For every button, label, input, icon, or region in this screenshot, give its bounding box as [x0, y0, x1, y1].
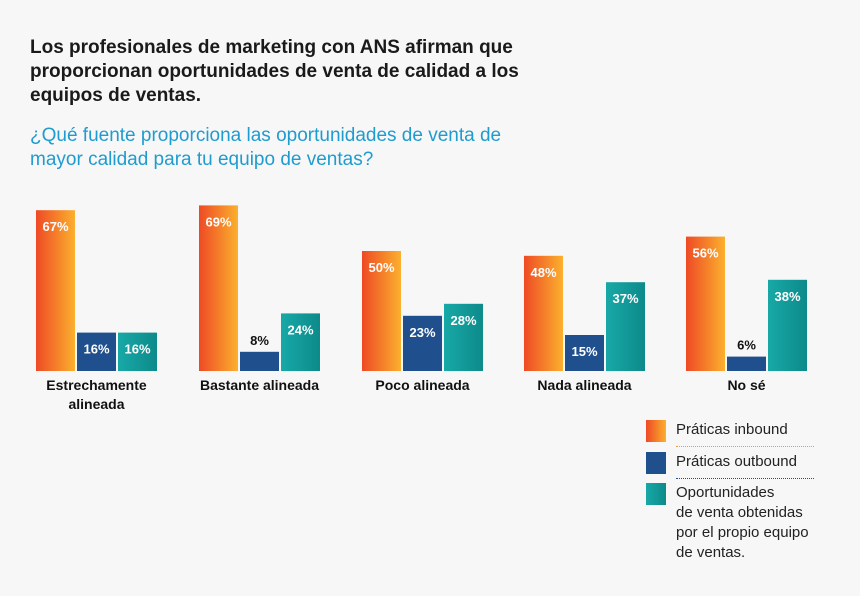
- legend-label-outbound: Práticas outbound: [676, 453, 797, 470]
- category-label-1: Bastante alineada: [200, 377, 319, 393]
- legend-separator: [676, 446, 814, 447]
- data-label-inbound-4: 56%: [692, 246, 718, 261]
- legend-item-own: Oportunidades de venta obtenidas por el …: [646, 483, 846, 563]
- bar-own-2: [444, 303, 483, 371]
- category-label-4: No sé: [727, 377, 765, 393]
- bar-inbound-1: [199, 205, 238, 371]
- data-label-own-0: 16%: [124, 342, 150, 357]
- bar-own-0: [118, 332, 157, 371]
- legend-label-inbound: Práticas inbound: [676, 421, 788, 438]
- category-label-0: Estrechamente alineada: [46, 377, 147, 412]
- legend-swatch-outbound: [646, 452, 666, 474]
- data-label-outbound-4: 6%: [737, 338, 756, 353]
- data-label-outbound-3: 15%: [571, 344, 597, 359]
- data-label-inbound-1: 69%: [205, 214, 231, 229]
- legend-item-inbound: Práticas inbound: [646, 420, 846, 442]
- category-label-3: Nada alineada: [537, 377, 631, 393]
- bar-own-3: [606, 282, 645, 371]
- bar-inbound-0: [36, 210, 75, 371]
- legend-label-own: Oportunidades de venta obtenidas por el …: [676, 484, 809, 561]
- legend-item-outbound: Práticas outbound: [646, 452, 846, 474]
- bar-inbound-2: [362, 251, 401, 371]
- bar-inbound-3: [524, 255, 563, 371]
- data-label-inbound-2: 50%: [368, 260, 394, 275]
- bar-own-4: [768, 279, 807, 371]
- bar-outbound-0: [77, 332, 116, 371]
- legend-swatch-own: [646, 483, 666, 505]
- data-label-own-3: 37%: [612, 291, 638, 306]
- bar-outbound-1: [240, 351, 279, 371]
- data-label-outbound-1: 8%: [250, 333, 269, 348]
- category-label-2: Poco alineada: [375, 377, 469, 393]
- data-label-own-4: 38%: [774, 289, 800, 304]
- data-label-outbound-2: 23%: [409, 325, 435, 340]
- bar-inbound-4: [686, 236, 725, 371]
- data-label-own-1: 24%: [287, 322, 313, 337]
- data-label-inbound-0: 67%: [42, 219, 68, 234]
- bar-outbound-3: [565, 335, 604, 371]
- data-label-inbound-3: 48%: [530, 265, 556, 280]
- chart-subtitle: ¿Qué fuente proporciona las oportunidade…: [30, 125, 502, 170]
- legend-separator: [676, 478, 814, 479]
- bar-outbound-4: [727, 356, 766, 371]
- legend-swatch-inbound: [646, 420, 666, 442]
- data-label-outbound-0: 16%: [83, 342, 109, 357]
- bar-own-1: [281, 313, 320, 371]
- chart-title: Los profesionales de marketing con ANS a…: [30, 37, 519, 106]
- data-label-own-2: 28%: [450, 313, 476, 328]
- bar-outbound-2: [403, 315, 442, 371]
